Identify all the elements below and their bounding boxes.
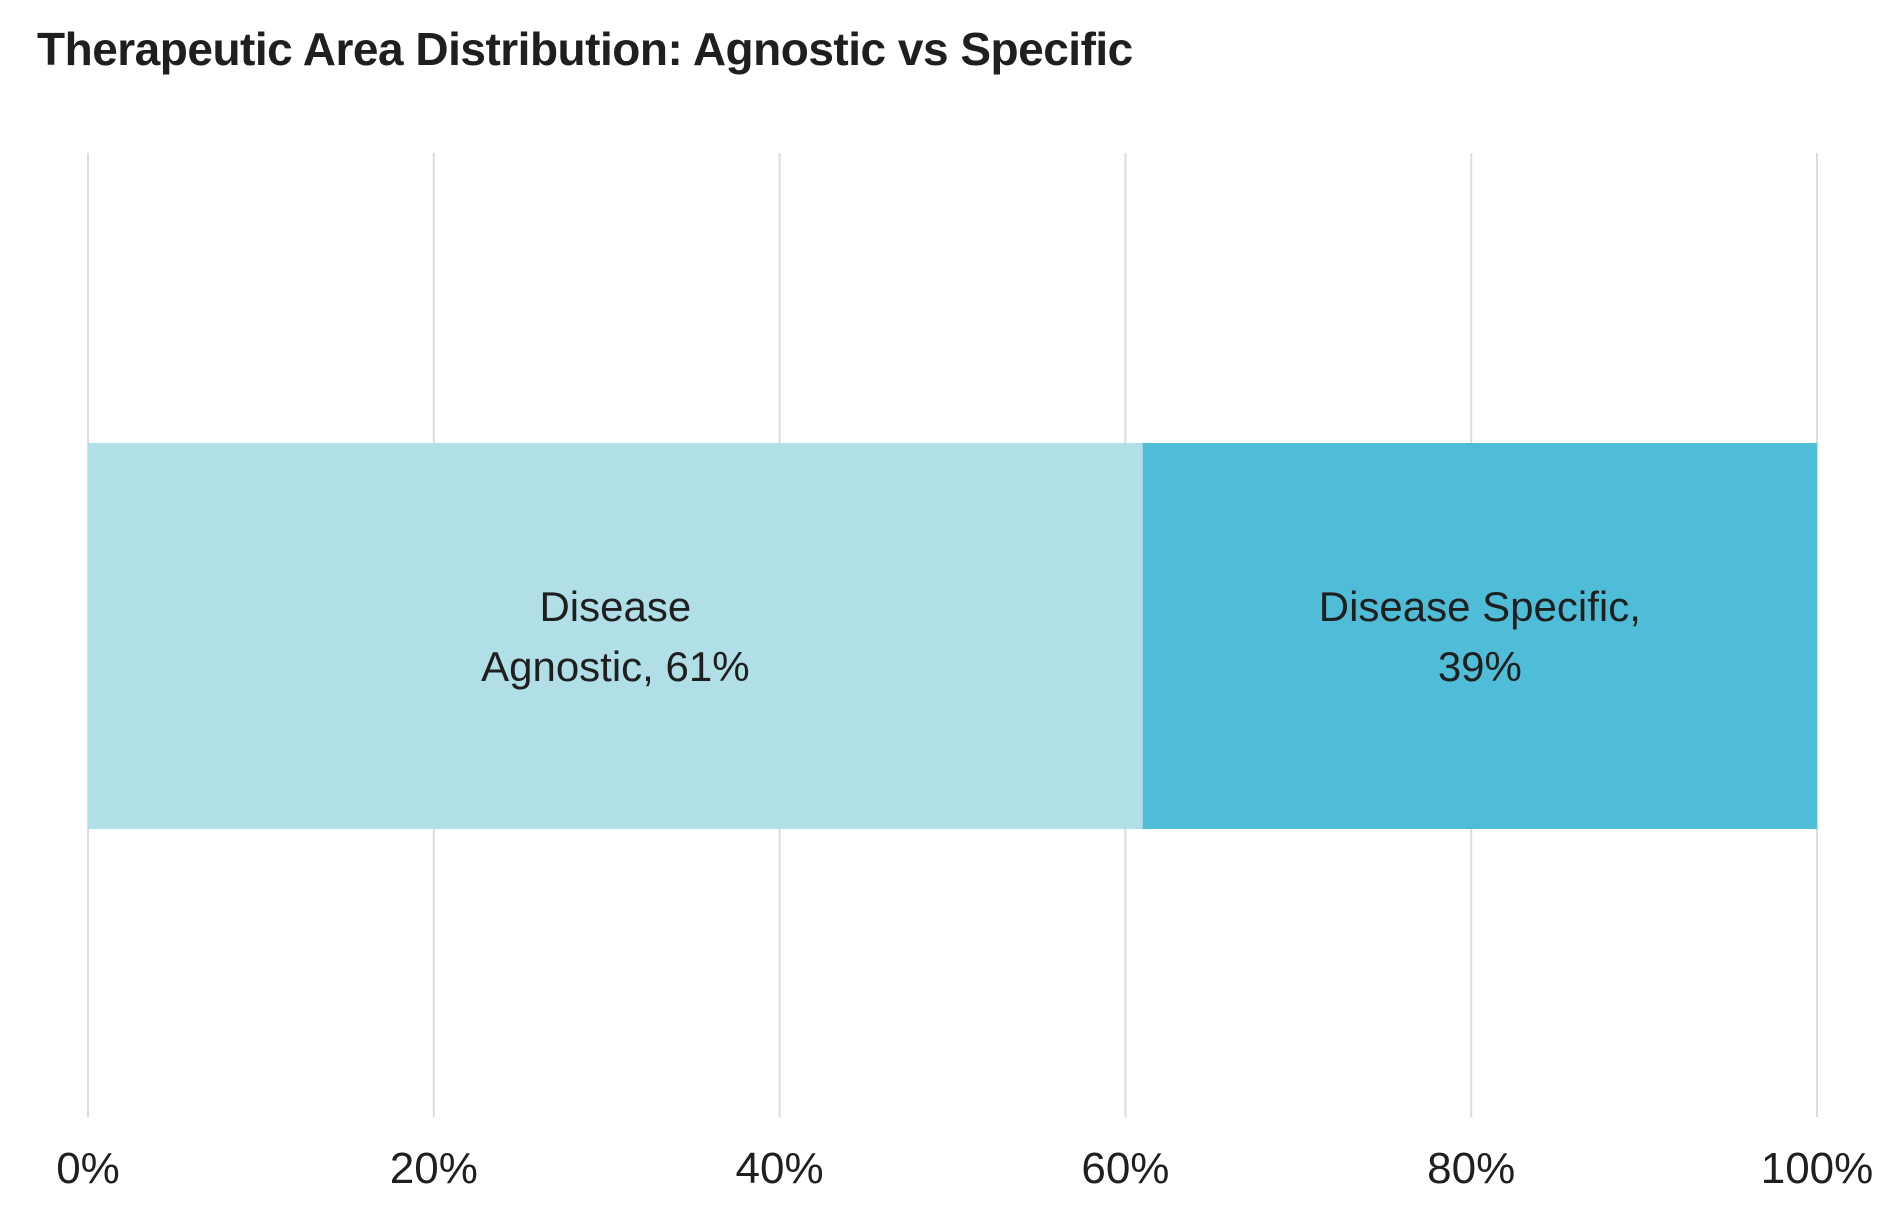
x-tick-label: 20% (390, 1144, 478, 1193)
segment-label: Disease Agnostic, 61% (481, 583, 750, 690)
x-tick-label: 80% (1427, 1144, 1515, 1193)
bar-segment (88, 443, 1143, 829)
chart-title: Therapeutic Area Distribution: Agnostic … (37, 23, 1133, 75)
segment-label-line: Disease (539, 583, 691, 630)
x-tick-label: 60% (1081, 1144, 1169, 1193)
x-tick-label: 100% (1761, 1144, 1874, 1193)
x-tick-label: 0% (56, 1144, 120, 1193)
segment-label: Disease Specific, 39% (1319, 583, 1641, 690)
x-tick-label: 40% (736, 1144, 824, 1193)
bar-segments (88, 443, 1817, 829)
segment-label-line: Agnostic, 61% (481, 643, 750, 690)
segment-labels: Disease Agnostic, 61% Disease Specific, 39% (481, 583, 1641, 690)
bar-segment (1142, 443, 1817, 829)
segment-label-line: 39% (1438, 643, 1522, 690)
x-axis-ticks: 0% 20% 40% 60% 80% 100% (56, 1144, 1873, 1193)
segment-label-line: Disease Specific, (1319, 583, 1641, 630)
